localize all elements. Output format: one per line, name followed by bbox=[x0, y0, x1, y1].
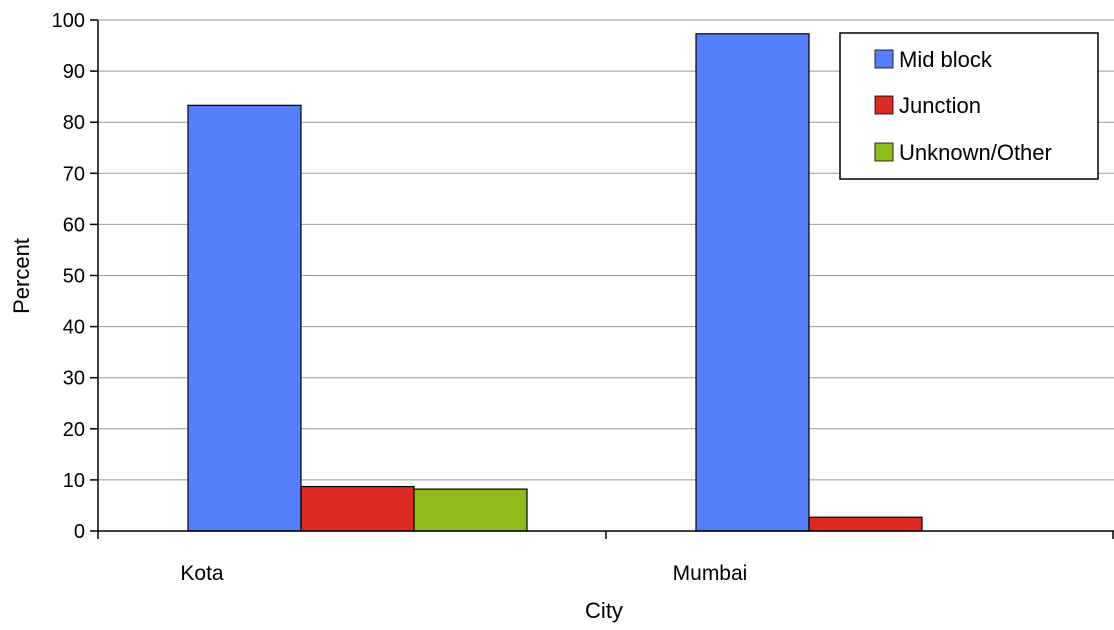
x-axis-title: City bbox=[585, 598, 623, 623]
legend-label-unknown-other: Unknown/Other bbox=[899, 140, 1052, 165]
y-tick-label: 30 bbox=[63, 368, 85, 390]
legend-item-junction: Junction bbox=[874, 93, 981, 118]
y-tick-label: 80 bbox=[63, 112, 85, 134]
y-tick-label: 60 bbox=[63, 214, 85, 236]
bar-kota-unknown-other bbox=[413, 488, 528, 532]
y-tick-labels: 0 10 20 30 40 50 60 70 80 90 100 bbox=[52, 10, 85, 543]
bar-mumbai-mid-block bbox=[695, 33, 810, 532]
legend: Mid block Junction Unknown/Other bbox=[839, 32, 1099, 180]
y-tick-label: 0 bbox=[74, 521, 85, 543]
bar-kota-mid-block bbox=[187, 104, 302, 532]
x-category-label: Kota bbox=[180, 562, 224, 585]
bar-mumbai-junction bbox=[808, 516, 923, 532]
y-tick-label: 90 bbox=[63, 61, 85, 83]
x-category-labels: Kota Mumbai bbox=[180, 562, 747, 585]
axes bbox=[90, 19, 1114, 539]
legend-item-unknown-other: Unknown/Other bbox=[874, 140, 1052, 165]
legend-item-mid-block: Mid block bbox=[874, 47, 993, 72]
legend-label-mid-block: Mid block bbox=[899, 47, 993, 72]
y-axis-title: Percent bbox=[9, 238, 34, 314]
y-tick-label: 50 bbox=[63, 266, 85, 288]
bar-kota-junction bbox=[300, 485, 415, 532]
legend-label-junction: Junction bbox=[899, 93, 981, 118]
bars bbox=[187, 33, 923, 532]
y-tick-label: 100 bbox=[52, 10, 85, 32]
y-tick-label: 70 bbox=[63, 163, 85, 185]
legend-swatch-junction bbox=[874, 95, 894, 115]
legend-swatch-mid-block bbox=[874, 49, 894, 69]
y-tick-label: 40 bbox=[63, 317, 85, 339]
y-tick-label: 10 bbox=[63, 470, 85, 492]
legend-swatch-unknown-other bbox=[874, 142, 894, 162]
x-category-label: Mumbai bbox=[673, 562, 748, 585]
y-tick-label: 20 bbox=[63, 419, 85, 441]
